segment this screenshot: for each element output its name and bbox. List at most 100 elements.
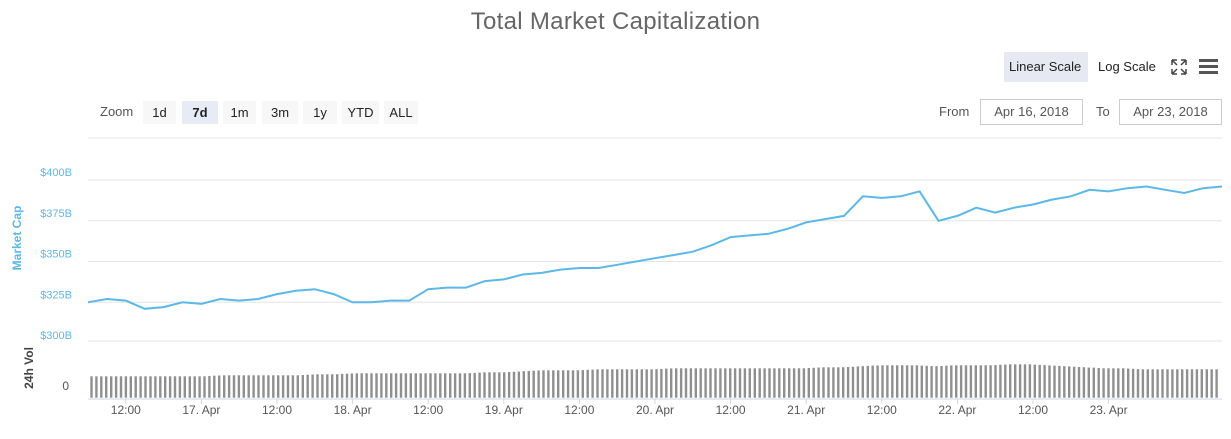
volume-bar [183, 375, 187, 399]
menu-icon[interactable] [1198, 56, 1220, 76]
volume-bar [99, 375, 104, 399]
zoom-ytd-button[interactable]: YTD [342, 101, 379, 124]
volume-bar [1175, 368, 1180, 399]
volume-bar [1062, 365, 1067, 399]
zoom-1y-button[interactable]: 1y [303, 101, 337, 124]
volume-bar [458, 372, 462, 399]
volume-bar [841, 366, 846, 399]
volume-bar [517, 370, 521, 399]
volume-bar [718, 367, 723, 399]
volume-bar [467, 372, 472, 399]
from-date-input[interactable]: Apr 16, 2018 [980, 99, 1083, 125]
volume-bar [561, 369, 566, 399]
volume-bar [359, 372, 364, 399]
volume-bar [374, 372, 379, 399]
x-tick-label: 12:00 [564, 403, 594, 417]
volume-bar [546, 369, 551, 399]
volume-bar [536, 369, 541, 399]
volume-bar [924, 365, 929, 399]
volume-bar [625, 368, 629, 399]
volume-bar [104, 375, 108, 399]
volume-bar [1185, 368, 1189, 399]
volume-bar [408, 372, 413, 399]
volume-bar [443, 372, 448, 399]
volume-bar [89, 375, 94, 399]
volume-bar [590, 368, 595, 399]
volume-bar [138, 375, 143, 399]
zoom-1m-button[interactable]: 1m [223, 101, 256, 124]
y-axis-ticks: $300B $325B $350B $375B $400B [40, 167, 72, 342]
volume-bar [821, 366, 826, 399]
zoom-all-button[interactable]: ALL [384, 101, 418, 124]
volume-bar [806, 367, 811, 399]
to-date-input[interactable]: Apr 23, 2018 [1119, 99, 1222, 125]
x-tick-label: 17. Apr [182, 403, 220, 417]
volume-bar [389, 372, 394, 399]
volume-bar [743, 367, 747, 399]
volume-bar [320, 373, 325, 399]
volume-bar [949, 364, 954, 399]
volume-bar [973, 364, 978, 399]
volume-bar [738, 367, 742, 399]
volume-bar [939, 365, 944, 399]
volume-bar [605, 368, 610, 399]
zoom-1d-button[interactable]: 1d [143, 101, 176, 124]
volume-bar [1121, 367, 1125, 399]
volume-bar [846, 366, 850, 399]
chart-title: Total Market Capitalization [470, 8, 761, 35]
volume-bar [890, 364, 895, 399]
volume-bar [124, 375, 128, 399]
zoom-7d-button[interactable]: 7d [182, 101, 218, 124]
volume-bar [310, 373, 315, 399]
volume-bar [276, 374, 281, 399]
volume-bar [1067, 365, 1071, 399]
volume-bar [1146, 368, 1150, 399]
zoom-3m-button[interactable]: 3m [262, 101, 298, 124]
volume-bar [129, 375, 133, 399]
grid-lines [88, 137, 1222, 342]
volume-bar [271, 374, 276, 399]
volume-bar [163, 375, 167, 399]
x-tick-label: 20. Apr [636, 403, 674, 417]
volume-bar [1023, 363, 1027, 399]
volume-bar [1209, 368, 1214, 399]
x-tick-label: 12:00 [262, 403, 292, 417]
volume-bar [679, 367, 683, 399]
y-tick-label: $400B [40, 167, 72, 179]
volume-bar [1072, 366, 1076, 399]
volume-bar [1200, 368, 1204, 399]
volume-bar [900, 364, 905, 399]
volume-bar [232, 374, 236, 399]
volume-bar [394, 372, 398, 399]
volume-bar [1013, 363, 1018, 399]
volume-bar [502, 371, 507, 399]
volume-bar [831, 366, 836, 399]
volume-axis-label: 24h Vol [22, 347, 36, 389]
volume-bar [802, 367, 806, 399]
log-scale-button[interactable]: Log Scale [1098, 59, 1156, 74]
volume-bar [242, 374, 246, 399]
x-tick-label: 18. Apr [334, 403, 372, 417]
volume-bar [158, 375, 163, 399]
volume-bar [674, 367, 679, 399]
volume-bar [988, 364, 993, 399]
volume-bar [286, 374, 290, 399]
volume-bar [423, 372, 428, 399]
volume-bar [315, 373, 320, 399]
volume-bar [94, 375, 99, 399]
volume-bar [1160, 368, 1165, 399]
volume-bar [487, 371, 492, 399]
volume-bar [497, 371, 502, 399]
volume-bar [114, 375, 118, 399]
volume-bar [325, 373, 330, 399]
volume-bar [119, 375, 123, 399]
volume-bar [222, 374, 226, 399]
volume-bar [448, 372, 453, 399]
volume-bar [684, 367, 688, 399]
linear-scale-button[interactable]: Linear Scale [1004, 52, 1088, 82]
fullscreen-icon[interactable] [1170, 58, 1188, 76]
volume-bar [295, 374, 300, 399]
volume-bar [188, 375, 192, 399]
volume-bar [1180, 368, 1184, 399]
volume-bar [669, 367, 674, 399]
